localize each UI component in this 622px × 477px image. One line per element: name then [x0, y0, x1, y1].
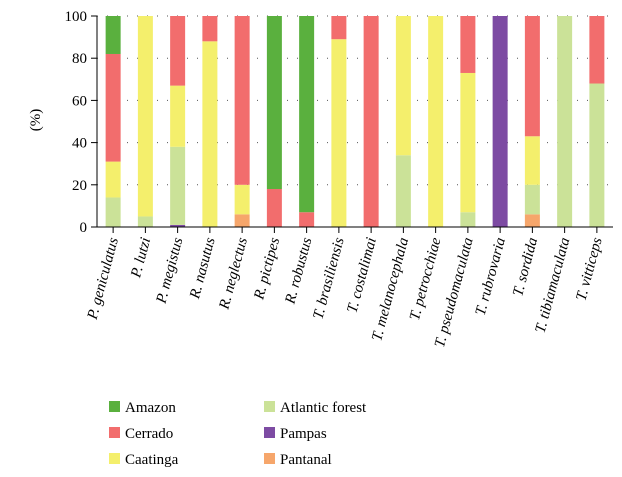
legend-label: Atlantic forest — [280, 400, 367, 416]
bar-segment-pantanal — [234, 214, 250, 227]
legend-label: Caatinga — [125, 452, 179, 468]
bar-segment-atlantic-forest — [395, 155, 411, 227]
y-tick-label: 40 — [72, 136, 87, 152]
x-tick-label: P. geniculatus — [85, 236, 122, 322]
bar-segment-caatinga — [105, 161, 121, 198]
bar-segment-atlantic-forest — [137, 216, 153, 227]
bar-segment-atlantic-forest — [557, 16, 573, 227]
bar-segment-caatinga — [137, 16, 153, 217]
legend-swatch-cerrado — [109, 427, 120, 438]
bar-segment-cerrado — [524, 16, 540, 137]
bar-segment-cerrado — [299, 212, 315, 227]
legend-label: Pampas — [280, 426, 327, 442]
legend-swatch-caatinga — [109, 453, 120, 464]
x-tick-label: T. petrocchiae — [407, 236, 445, 323]
bar-segment-pampas — [170, 224, 186, 227]
x-tick-label: T. sordida — [510, 236, 541, 298]
legend-swatch-amazon — [109, 401, 120, 412]
bar-segment-amazon — [299, 16, 315, 213]
bar-segment-caatinga — [395, 16, 411, 156]
x-tick-label: R. pictipes — [251, 236, 283, 302]
bar-segment-amazon — [105, 16, 121, 54]
legend-label: Pantanal — [280, 452, 332, 468]
x-tick-label: R. neglectus — [216, 236, 251, 312]
bar-segment-cerrado — [105, 53, 121, 162]
bar-segment-caatinga — [202, 41, 218, 227]
legend-label: Amazon — [125, 400, 176, 416]
x-tick-label: T. rubrovaria — [473, 236, 509, 317]
bar-segment-caatinga — [170, 85, 186, 147]
y-tick-label: 80 — [72, 51, 87, 67]
x-tick-labels: P. geniculatus P. lutzi P. megistus R. nasu… — [85, 236, 606, 350]
x-tick-label: T. tibiamaculata — [533, 236, 574, 335]
bars — [105, 16, 605, 228]
bar-segment-cerrado — [234, 16, 250, 185]
bar-segment-cerrado — [589, 16, 605, 84]
bar-segment-pantanal — [524, 214, 540, 227]
bar-segment-atlantic-forest — [460, 212, 476, 227]
legend-label: Cerrado — [125, 426, 173, 442]
bar-segment-caatinga — [234, 184, 250, 215]
bar-segment-atlantic-forest — [589, 83, 605, 228]
y-tick-label: 60 — [72, 93, 87, 109]
y-axis-label: (%) — [28, 109, 44, 132]
x-tick-label: R. nasutus — [187, 236, 219, 302]
bar-segment-atlantic-forest — [170, 146, 186, 225]
bar-segment-atlantic-forest — [524, 184, 540, 215]
bar-segment-caatinga — [428, 16, 444, 227]
bar-segment-pampas — [492, 16, 508, 227]
legend-swatch-atlantic-forest — [264, 401, 275, 412]
legend: Amazon Atlantic forest Cerrado Pampas Caatin… — [109, 400, 367, 468]
legend-swatch-pampas — [264, 427, 275, 438]
y-tick-label: 100 — [65, 9, 88, 25]
bar-segment-cerrado — [170, 16, 186, 86]
bar-segment-caatinga — [331, 39, 347, 228]
bar-segment-atlantic-forest — [105, 197, 121, 227]
y-tick-label: 20 — [72, 178, 87, 194]
axes — [91, 15, 613, 233]
x-tick-label: T. brasiliensis — [311, 236, 348, 321]
y-tick-label: 0 — [80, 220, 88, 236]
x-tick-label: P. megistus — [153, 236, 186, 306]
bar-segment-cerrado — [202, 16, 218, 42]
y-tick-labels: 0 20 40 60 80 100 — [65, 9, 88, 236]
bar-segment-cerrado — [460, 16, 476, 73]
bar-segment-caatinga — [460, 72, 476, 213]
bar-segment-cerrado — [266, 189, 282, 227]
x-tick-label: T. costalimai — [345, 236, 380, 315]
x-tick-label: P. lutzi — [128, 236, 154, 280]
bar-segment-cerrado — [331, 16, 347, 40]
bar-segment-cerrado — [363, 16, 379, 227]
x-tick-label: T. vitticeps — [574, 236, 606, 303]
bar-segment-caatinga — [524, 136, 540, 185]
x-tick-label: R. robustus — [282, 236, 315, 307]
legend-swatch-pantanal — [264, 453, 275, 464]
bar-segment-amazon — [266, 16, 282, 190]
